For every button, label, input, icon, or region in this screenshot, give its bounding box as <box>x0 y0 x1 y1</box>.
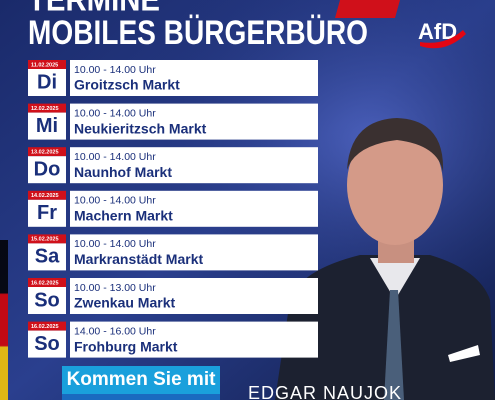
place: Zwenkau Markt <box>74 295 175 311</box>
flag-stripe <box>0 240 8 400</box>
weekday: Fr <box>37 202 57 224</box>
date-badge-top <box>28 147 66 157</box>
time: 14.00 - 16.00 Uhr <box>74 325 156 337</box>
weekday: So <box>34 289 60 311</box>
date-badge-top <box>28 234 66 244</box>
date-badge <box>28 330 66 358</box>
schedule-entry: 15.02.2025 Sa 10.00 - 14.00 UhrMarkranstäd… <box>28 234 318 271</box>
place: Naunhof Markt <box>74 164 172 180</box>
entry-box <box>70 190 318 227</box>
weekday: Di <box>37 71 57 93</box>
date: 12.02.2025 <box>31 106 59 112</box>
date: 13.02.2025 <box>31 149 59 155</box>
date-badge-top <box>28 60 66 69</box>
entry-box <box>70 278 318 314</box>
date: 11.02.2025 <box>31 62 58 68</box>
date-badge <box>28 287 66 314</box>
place: Frohburg Markt <box>74 338 178 354</box>
corner-tag <box>335 0 400 18</box>
time: 10.00 - 14.00 Uhr <box>74 107 156 119</box>
person-name: EDGAR NAUJOK <box>248 383 402 400</box>
place: Groitzsch Markt <box>74 77 180 93</box>
entry-box <box>70 60 318 96</box>
entry-box <box>70 234 318 271</box>
weekday: Mi <box>36 115 58 137</box>
time: 10.00 - 14.00 Uhr <box>74 64 156 76</box>
weekday: Sa <box>35 246 60 268</box>
cta-box <box>62 366 220 394</box>
date: 16.02.2025 <box>31 280 59 286</box>
time: 10.00 - 14.00 Uhr <box>74 238 156 250</box>
place: Markranstädt Markt <box>74 251 203 267</box>
time: 10.00 - 14.00 Uhr <box>74 195 156 207</box>
date-badge-top <box>28 190 66 200</box>
title-line-1: TERMINE <box>28 0 160 17</box>
date-badge-top <box>28 103 66 113</box>
cta-text: Kommen Sie mit <box>67 369 217 390</box>
entry-box <box>70 147 318 184</box>
cta-box-lower <box>62 394 220 400</box>
logo: AfD <box>418 19 466 49</box>
date-badge <box>28 243 66 271</box>
date: 16.02.2025 <box>31 324 59 330</box>
logo-swoosh <box>420 30 466 49</box>
time: 10.00 - 14.00 Uhr <box>74 151 156 163</box>
place: Neukieritzsch Markt <box>74 120 207 136</box>
title-line-2: MOBILES BÜRGERBÜRO <box>28 14 368 52</box>
portrait <box>275 118 495 400</box>
date: 14.02.2025 <box>31 193 59 199</box>
date-badge-top <box>28 278 66 287</box>
schedule-entry: 12.02.2025 Mi 10.00 - 14.00 UhrNeukieritzs… <box>28 103 318 140</box>
date: 15.02.2025 <box>31 237 59 243</box>
entry-box <box>70 321 318 358</box>
date-badge-top <box>28 321 66 331</box>
weekday: Do <box>34 158 61 180</box>
weekday: So <box>34 333 60 355</box>
place: Machern Markt <box>74 208 173 224</box>
date-badge <box>28 69 66 96</box>
time: 10.00 - 13.00 Uhr <box>74 282 156 294</box>
entry-box <box>70 103 318 140</box>
date-badge <box>28 199 66 227</box>
date-badge <box>28 156 66 184</box>
date-badge <box>28 112 66 140</box>
